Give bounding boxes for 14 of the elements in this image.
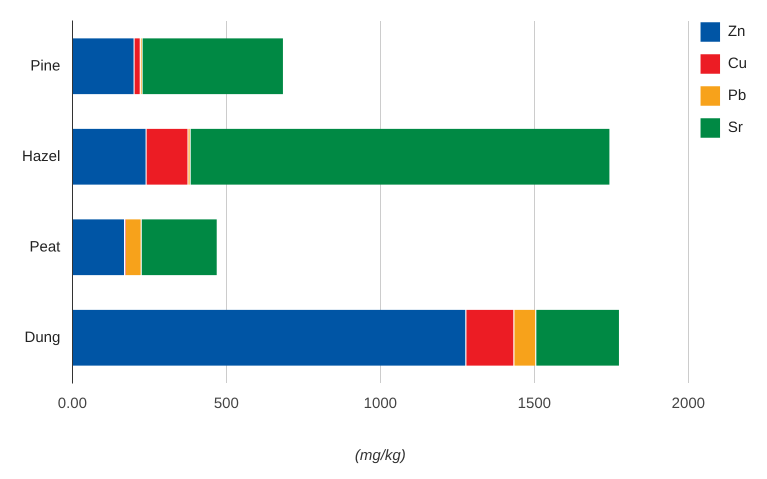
legend-label: Zn (728, 23, 746, 40)
y-tick-label: Peat (29, 238, 62, 256)
x-tick-label: 2000 (672, 395, 706, 412)
legend-label: Sr (728, 119, 743, 136)
y-tick-label: Pine (30, 57, 60, 74)
y-tick-label: Hazel (22, 148, 60, 165)
y-tick-label: Dung (24, 328, 60, 346)
x-tick-label: 1000 (364, 395, 398, 412)
legend-label: Pb (728, 87, 746, 104)
x-axis-title: (mg/kg) (354, 447, 406, 464)
legend-label: Cu (728, 55, 748, 72)
x-tick-label: 500 (214, 395, 239, 412)
x-tick-label: 1500 (518, 395, 552, 412)
x-tick-label: 0.00 (58, 395, 87, 412)
